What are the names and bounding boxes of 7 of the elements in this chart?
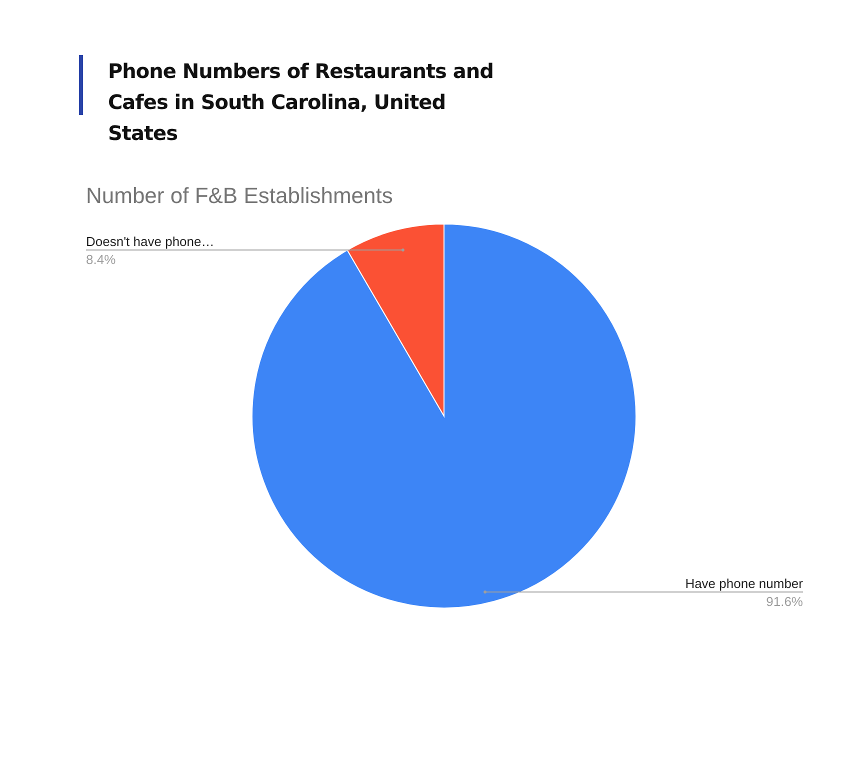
data-label: 91.6% xyxy=(766,594,804,609)
chart-title: Phone Numbers of Restaurants and Cafes in South Carolina, United States xyxy=(108,59,494,145)
chart-subtitle: Number of F&B Establishments xyxy=(86,183,393,208)
slice-label: Have phone number xyxy=(685,576,804,591)
pie-slice xyxy=(252,224,636,608)
slice-label: Doesn't have phone… xyxy=(86,234,214,249)
data-label: 8.4% xyxy=(86,252,116,267)
